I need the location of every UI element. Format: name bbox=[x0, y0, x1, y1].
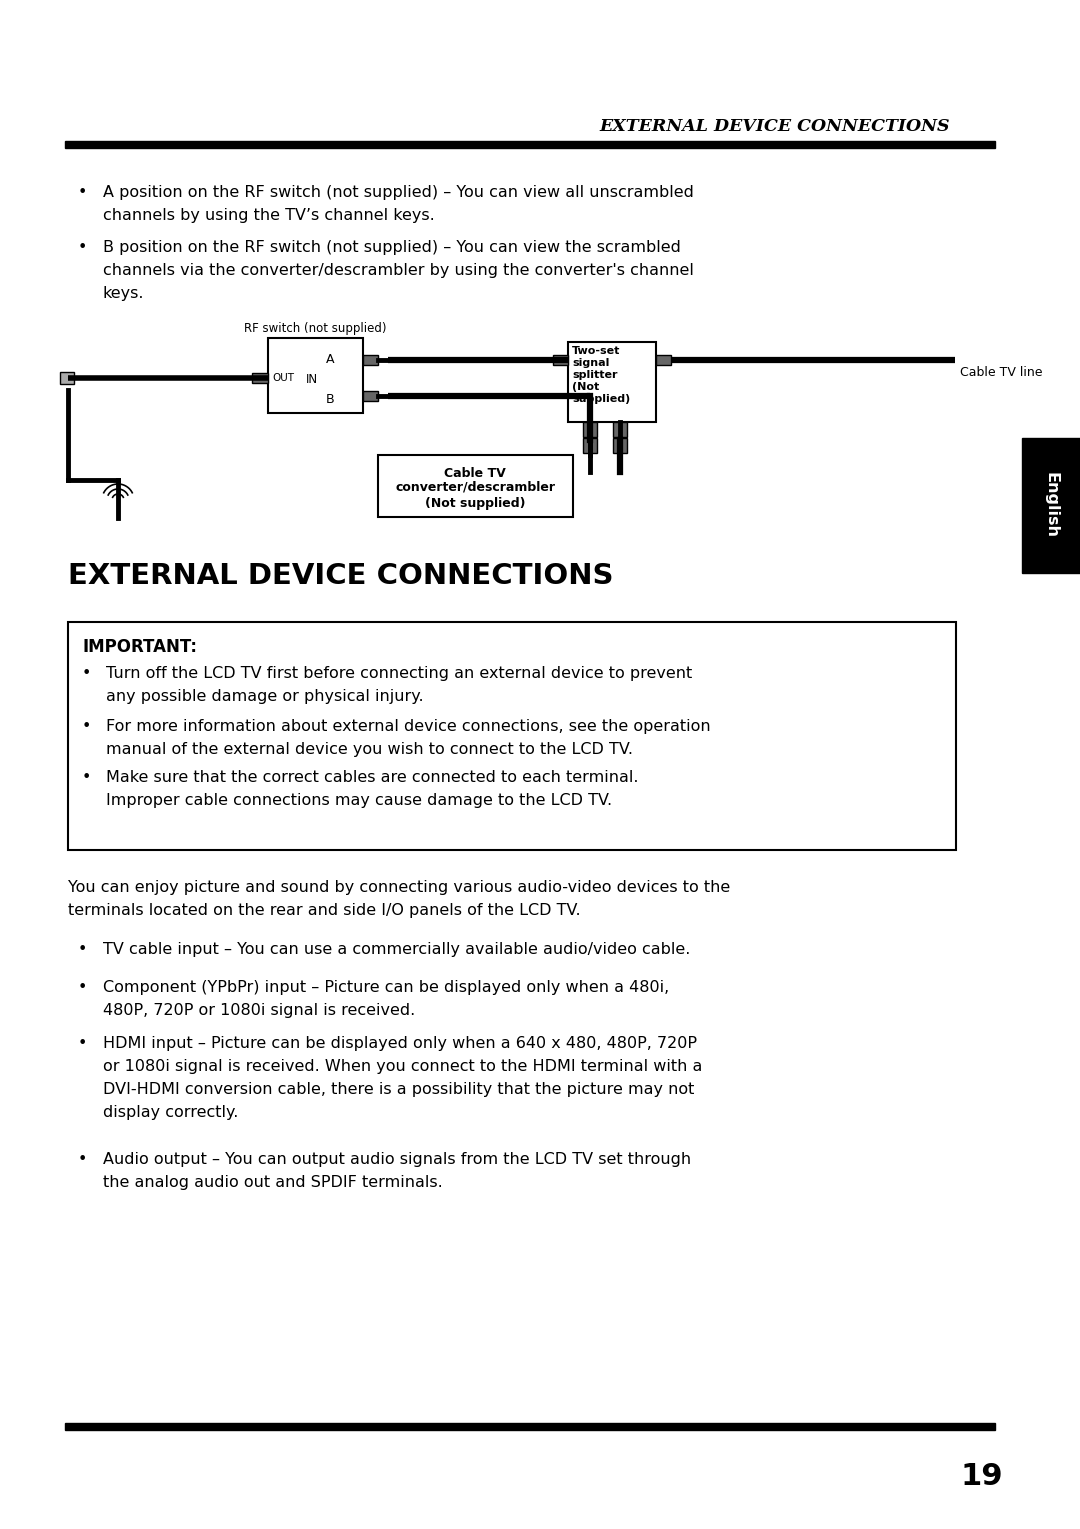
Text: IMPORTANT:: IMPORTANT: bbox=[82, 638, 197, 656]
Text: manual of the external device you wish to connect to the LCD TV.: manual of the external device you wish t… bbox=[106, 742, 633, 757]
Text: A position on the RF switch (not supplied) – You can view all unscrambled: A position on the RF switch (not supplie… bbox=[103, 185, 693, 200]
Text: DVI-HDMI conversion cable, there is a possibility that the picture may not: DVI-HDMI conversion cable, there is a po… bbox=[103, 1083, 694, 1096]
Text: IN: IN bbox=[306, 373, 319, 385]
Text: Audio output – You can output audio signals from the LCD TV set through: Audio output – You can output audio sign… bbox=[103, 1151, 691, 1167]
Text: English: English bbox=[1043, 472, 1058, 538]
Text: display correctly.: display correctly. bbox=[103, 1105, 239, 1121]
Text: OUT: OUT bbox=[272, 373, 294, 382]
Text: Cable TV: Cable TV bbox=[444, 466, 505, 480]
Text: supplied): supplied) bbox=[572, 394, 631, 404]
Bar bbox=[65, 1423, 995, 1430]
Text: or 1080i signal is received. When you connect to the HDMI terminal with a: or 1080i signal is received. When you co… bbox=[103, 1060, 702, 1073]
Text: converter/descrambler: converter/descrambler bbox=[395, 482, 555, 494]
Text: 19: 19 bbox=[960, 1462, 1002, 1491]
Text: B: B bbox=[326, 393, 335, 407]
Bar bbox=[1022, 437, 1080, 573]
Bar bbox=[613, 422, 627, 437]
Text: Turn off the LCD TV first before connecting an external device to prevent: Turn off the LCD TV first before connect… bbox=[106, 667, 692, 680]
Text: EXTERNAL DEVICE CONNECTIONS: EXTERNAL DEVICE CONNECTIONS bbox=[68, 563, 613, 590]
Text: Make sure that the correct cables are connected to each terminal.: Make sure that the correct cables are co… bbox=[106, 771, 638, 784]
Text: For more information about external device connections, see the operation: For more information about external devi… bbox=[106, 719, 711, 734]
Text: terminals located on the rear and side I/O panels of the LCD TV.: terminals located on the rear and side I… bbox=[68, 904, 581, 917]
Text: •: • bbox=[82, 719, 92, 734]
Text: •: • bbox=[82, 667, 92, 680]
Bar bbox=[363, 391, 378, 401]
Bar bbox=[583, 422, 597, 437]
Text: TV cable input – You can use a commercially available audio/video cable.: TV cable input – You can use a commercia… bbox=[103, 942, 690, 957]
Text: •: • bbox=[78, 1151, 87, 1167]
Bar bbox=[65, 141, 995, 148]
Text: any possible damage or physical injury.: any possible damage or physical injury. bbox=[106, 690, 423, 703]
Text: •: • bbox=[78, 980, 87, 995]
Text: B position on the RF switch (not supplied) – You can view the scrambled: B position on the RF switch (not supplie… bbox=[103, 240, 680, 255]
Text: •: • bbox=[78, 1037, 87, 1050]
Text: channels by using the TV’s channel keys.: channels by using the TV’s channel keys. bbox=[103, 208, 435, 223]
Text: EXTERNAL DEVICE CONNECTIONS: EXTERNAL DEVICE CONNECTIONS bbox=[599, 118, 950, 135]
Text: keys.: keys. bbox=[103, 286, 145, 301]
Text: Improper cable connections may cause damage to the LCD TV.: Improper cable connections may cause dam… bbox=[106, 794, 612, 807]
Text: •: • bbox=[78, 240, 87, 255]
Text: HDMI input – Picture can be displayed only when a 640 x 480, 480P, 720P: HDMI input – Picture can be displayed on… bbox=[103, 1037, 697, 1050]
Text: (Not: (Not bbox=[572, 382, 599, 391]
Text: RF switch (not supplied): RF switch (not supplied) bbox=[244, 323, 387, 335]
Bar bbox=[363, 355, 378, 365]
Bar bbox=[613, 437, 627, 453]
Text: You can enjoy picture and sound by connecting various audio-video devices to the: You can enjoy picture and sound by conne… bbox=[68, 881, 730, 894]
Bar bbox=[583, 437, 597, 453]
Text: splitter: splitter bbox=[572, 370, 618, 381]
Bar bbox=[60, 372, 75, 384]
Text: Two-set: Two-set bbox=[572, 346, 620, 356]
Text: •: • bbox=[78, 185, 87, 200]
Text: signal: signal bbox=[572, 358, 609, 368]
Text: •: • bbox=[78, 942, 87, 957]
Bar bbox=[656, 355, 671, 365]
Text: the analog audio out and SPDIF terminals.: the analog audio out and SPDIF terminals… bbox=[103, 1174, 443, 1190]
Text: channels via the converter/descrambler by using the converter's channel: channels via the converter/descrambler b… bbox=[103, 263, 693, 278]
Bar bbox=[68, 622, 956, 850]
Bar bbox=[553, 355, 568, 365]
Bar bbox=[378, 456, 573, 517]
Text: Cable TV line: Cable TV line bbox=[960, 365, 1042, 379]
Text: (Not supplied): (Not supplied) bbox=[424, 497, 525, 511]
Bar bbox=[252, 373, 268, 382]
Text: 480P, 720P or 1080i signal is received.: 480P, 720P or 1080i signal is received. bbox=[103, 1003, 415, 1018]
Text: Component (YPbPr) input – Picture can be displayed only when a 480i,: Component (YPbPr) input – Picture can be… bbox=[103, 980, 670, 995]
Text: A: A bbox=[326, 353, 335, 365]
Text: •: • bbox=[82, 771, 92, 784]
Bar bbox=[568, 342, 656, 422]
Bar bbox=[268, 338, 363, 413]
